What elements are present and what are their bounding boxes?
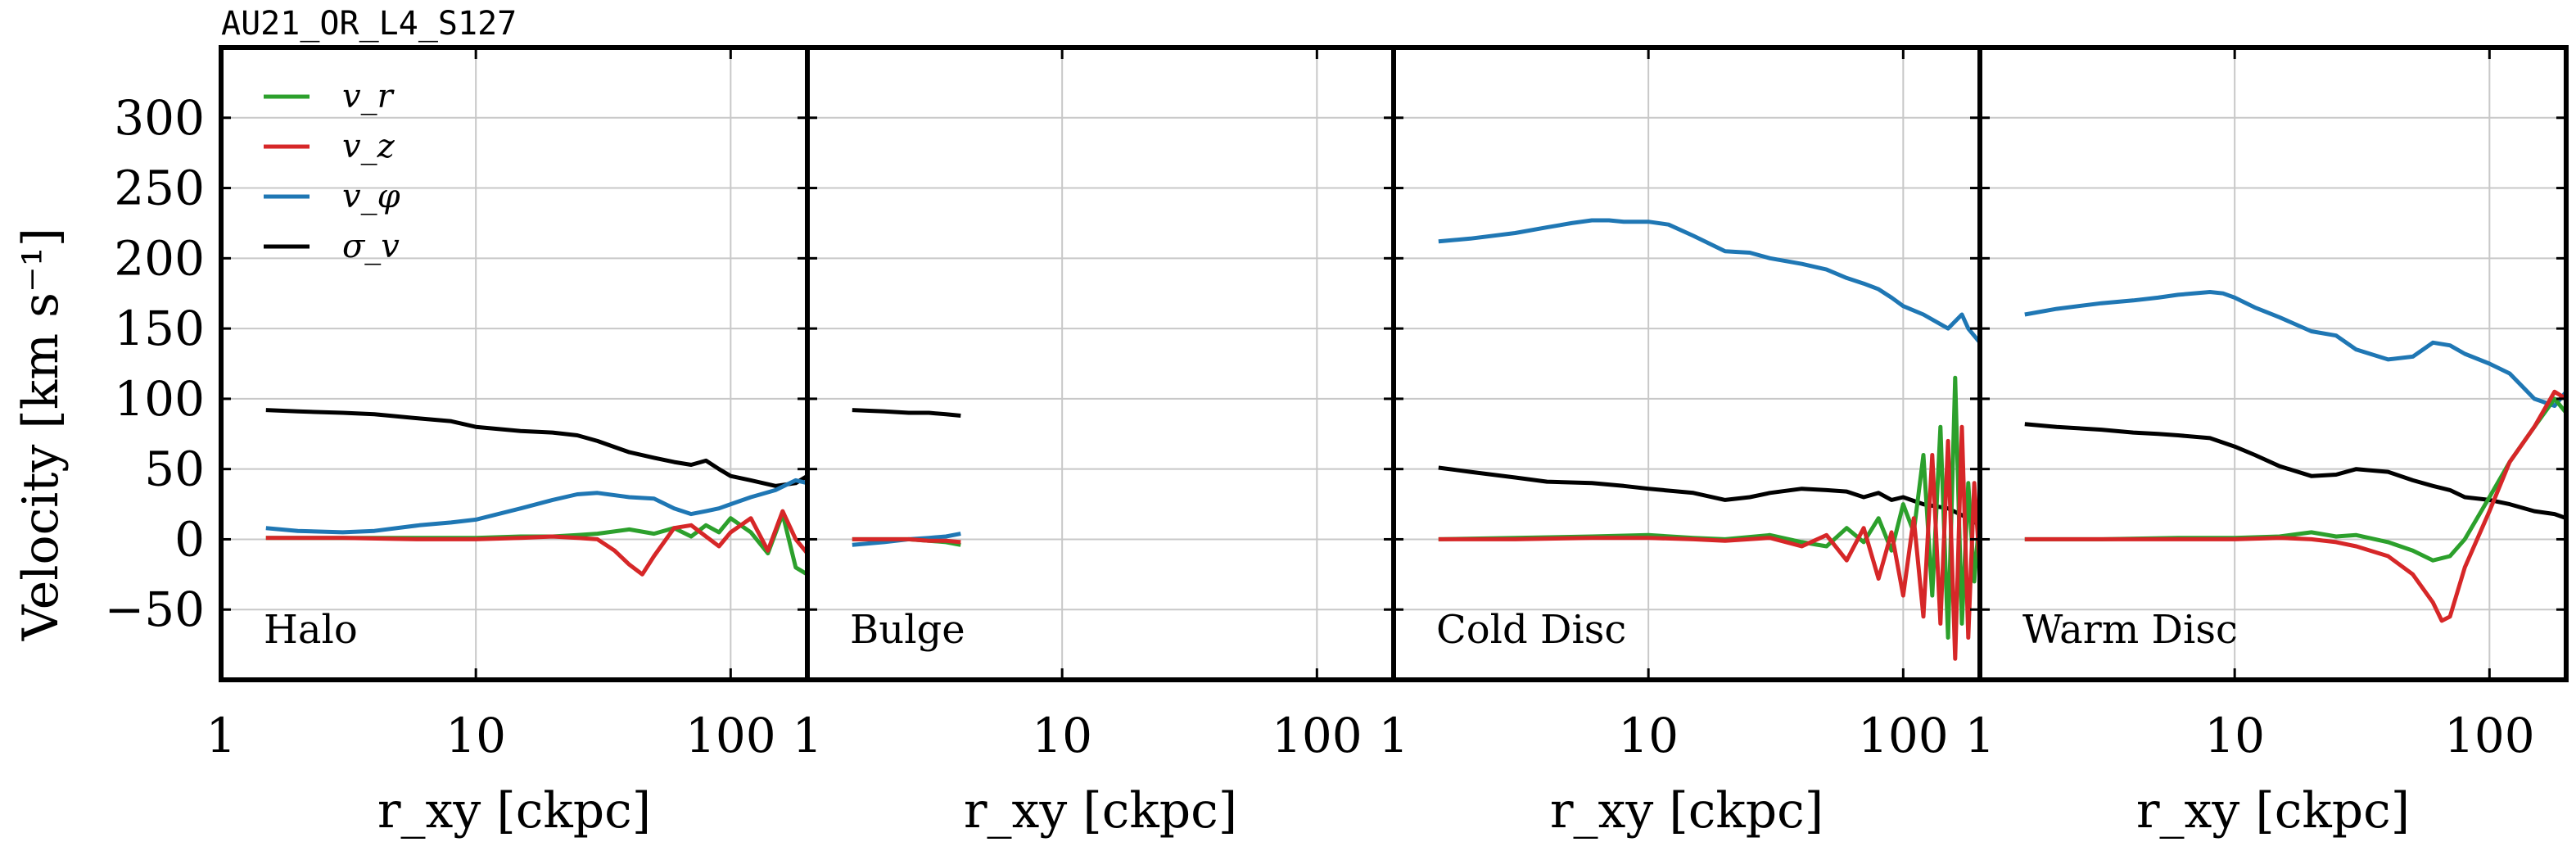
series-line-vz [2024, 389, 2566, 623]
x-axis-label: r_xy [ckpc] [964, 782, 1237, 840]
x-axis-label: r_xy [ckpc] [377, 782, 651, 840]
x-tick-label: 10 [445, 708, 506, 763]
x-tick-label: 100 [1272, 708, 1363, 763]
x-axis-label: r_xy [ckpc] [1550, 782, 1824, 840]
series-line-vz [1438, 424, 1980, 661]
series-group [265, 408, 807, 577]
figure-title: AU21_OR_L4_S127 [221, 5, 517, 43]
y-tick-label: 0 [174, 511, 205, 567]
panel-halo: 1 10 100 r_xy [ckpc] Halo 300 250 200 150 100 50 0 −… [105, 45, 810, 840]
x-tick-label: 100 [2444, 708, 2535, 763]
x-tick-label: 1 [793, 708, 823, 763]
x-tick-label: 1 [1965, 708, 1995, 763]
x-tick-label: 10 [1618, 708, 1679, 763]
chart-panels: 1 10 100 r_xy [ckpc] Halo 300 250 200 150 100 50 0 −… [105, 45, 2569, 840]
x-tick-label: 100 [1858, 708, 1949, 763]
panel-label: Warm Disc [2022, 607, 2238, 653]
x-tick-label: 1 [206, 708, 237, 763]
y-tick-label: 250 [114, 161, 205, 216]
series-line-vr [1438, 375, 1980, 640]
series-group [2024, 290, 2566, 623]
x-tick-label: 10 [1032, 708, 1092, 763]
panel-frame [805, 45, 1396, 682]
series-line-sigma [265, 408, 807, 488]
y-tick-label: −50 [105, 582, 205, 637]
panel-frame [219, 45, 810, 682]
legend-label-vphi: v_φ [342, 178, 400, 215]
x-tick-label: 1 [1379, 708, 1409, 763]
panel-frame [1391, 45, 1982, 682]
series-group [1438, 218, 1980, 661]
y-tick-label: 300 [114, 90, 205, 146]
x-axis-label: r_xy [ckpc] [2136, 782, 2410, 840]
panel-bulge: 1 10 100 r_xy [ckpc] Bulge [793, 45, 1396, 840]
series-line-vz [852, 536, 961, 545]
y-axis-label: Velocity [km s⁻¹] [12, 228, 70, 641]
series-line-vr [265, 512, 807, 577]
legend: v_r v_z v_φ σ_v [264, 78, 400, 265]
series-line-vr [2024, 396, 2566, 563]
y-tick-label: 200 [114, 230, 205, 286]
series-line-vphi [265, 478, 807, 535]
series-line-sigma [852, 408, 961, 418]
panel-label: Cold Disc [1436, 607, 1626, 653]
panel-cold-disc: 1 10 100 r_xy [ckpc] Cold Disc [1379, 45, 1982, 840]
x-tick-label: 100 [685, 708, 776, 763]
y-tick-label: 100 [114, 371, 205, 427]
y-tick-label: 50 [144, 441, 205, 497]
x-tick-label: 10 [2204, 708, 2265, 763]
y-tick-label: 150 [114, 301, 205, 356]
legend-label-sigma: σ_v [342, 228, 400, 265]
series-line-vz [265, 509, 807, 577]
panel-warm-disc: 1 10 100 r_xy [ckpc] Warm Disc [1965, 45, 2569, 840]
panel-frame [1977, 45, 2569, 682]
panel-label: Bulge [850, 607, 965, 653]
series-line-sigma [1438, 465, 1980, 527]
panel-label: Halo [264, 607, 358, 653]
legend-label-vr: v_r [342, 78, 395, 115]
series-line-vphi [1438, 218, 1980, 344]
series-line-sigma [2024, 422, 2566, 521]
series-line-vphi [2024, 290, 2566, 408]
series-group [852, 408, 961, 547]
legend-label-vz: v_z [342, 128, 395, 165]
